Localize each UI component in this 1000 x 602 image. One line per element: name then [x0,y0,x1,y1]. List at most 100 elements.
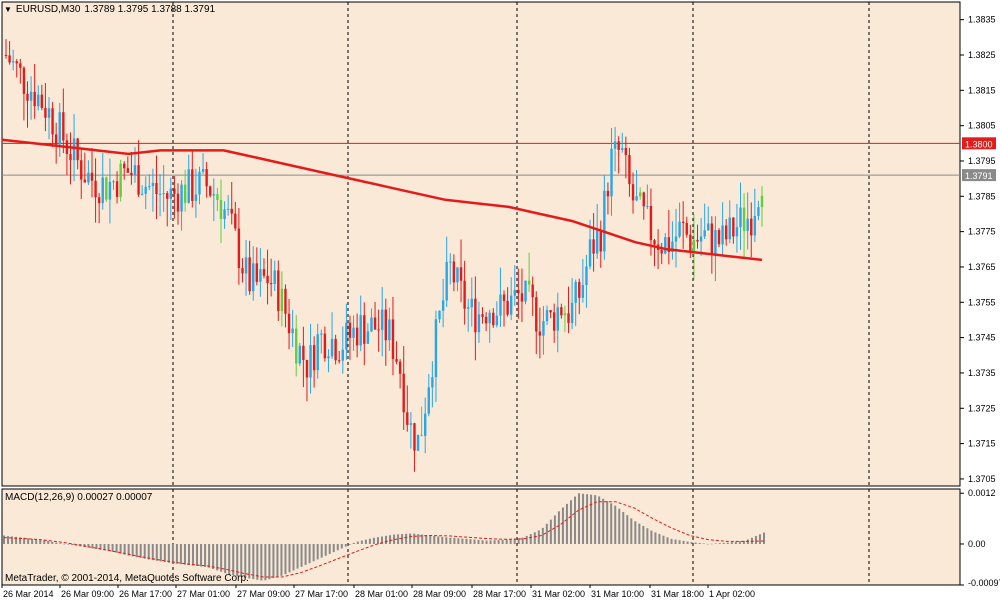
price-tick-label: 1.3745 [968,333,996,343]
macd-bar [658,534,661,544]
macd-bar [602,498,605,544]
candle-body [277,270,280,312]
macd-bar [204,543,207,567]
candle-body [653,240,656,245]
macd-bar [529,534,532,544]
candle-body [29,91,33,101]
macd-bar [509,539,512,544]
candle-body [191,169,194,201]
macd-indicator [3,493,765,581]
candle-body [535,297,538,332]
candle-body [445,261,448,301]
macd-bar [55,542,58,544]
price-tick-label: 1.3755 [968,297,996,307]
macd-bar [606,501,609,544]
macd-bar [135,543,138,558]
candle-body [273,270,276,284]
macd-bar [465,538,468,544]
macd-bar [123,543,126,555]
macd-tick-label: 0.0012 [968,488,996,498]
candle-body [685,223,688,235]
macd-bar [212,543,215,570]
candle-body [710,223,714,255]
candle-body [635,196,638,201]
macd-bar [139,543,142,558]
candle-body [201,168,205,172]
candle-body [291,328,294,334]
candle-body [549,310,552,313]
candle-body [234,213,237,229]
macd-bar [618,508,621,544]
price-axis[interactable]: 1.3835 1.3825 1.3815 1.3805 1.3795 1.3785 1.37… [960,15,1000,588]
candle-body [320,333,323,335]
candle-body [144,186,147,194]
macd-bar [39,539,42,544]
candle-body [466,307,470,309]
candle-body [176,193,180,212]
macd-bar [103,543,106,551]
candle-body [560,307,563,316]
time-tick-label: 28 Mar 17:00 [473,589,526,599]
candle-body [33,91,36,107]
candle-body [19,63,22,68]
macd-bar [47,541,50,544]
macd-bar [336,543,339,551]
macd-bar [666,537,669,544]
time-axis[interactable]: 26 Mar 2014 26 Mar 09:00 26 Mar 17:00 27 Ma… [1,585,755,599]
candle-body [613,141,617,149]
macd-bar [758,534,761,544]
macd-bar [586,494,589,544]
macd-bar [71,543,74,546]
macd-bar [268,543,271,580]
macd-pane [1,488,961,586]
macd-bar [690,542,693,544]
candle-body [130,172,133,176]
candle-body [542,321,545,336]
candle-body [696,239,699,242]
macd-bar [300,543,303,567]
macd-bar [650,530,653,544]
candle-body [413,423,416,451]
candle-body [441,300,445,311]
candle-body [588,239,592,267]
candle-body [646,205,649,207]
macd-bar [517,538,520,544]
macd-bar [99,543,102,550]
time-tick-label: 31 Mar 02:00 [532,589,585,599]
macd-bar [433,535,436,544]
candle-body [463,280,466,309]
macd-bar [401,534,404,544]
macd-bar [393,534,396,544]
candle-body [262,269,266,276]
candle-body [724,225,728,240]
candle-body [671,241,674,252]
macd-tick-label: -0.00097 [968,578,1000,588]
candle-body [567,313,570,324]
macd-bar [634,521,637,544]
price-tick-label: 1.3805 [968,121,996,131]
candle-body [707,223,710,231]
macd-bar [763,532,765,544]
candle-body [298,345,302,364]
macd-bar [127,543,130,556]
candle-body [366,331,370,344]
chevron-down-icon[interactable]: ▼ [4,5,12,14]
macd-bar [115,543,118,553]
candle-body [205,168,208,187]
macd-bar [163,543,166,563]
candle-body [345,322,348,350]
macd-bar [348,543,351,545]
macd-bar [260,543,263,581]
candle-body [151,182,155,187]
candle-body [621,148,624,150]
macd-bar [196,543,199,566]
candle-body [47,108,51,118]
price-tick-label: 1.3785 [968,191,996,201]
macd-bar [380,536,383,544]
candle-body [492,312,495,326]
horizontal-price-lines[interactable]: 1.3800 1.3791 [2,137,996,182]
candle-body [502,294,506,301]
price-tick-label: 1.3825 [968,50,996,60]
symbol-label: EURUSD,M30 [15,4,81,15]
